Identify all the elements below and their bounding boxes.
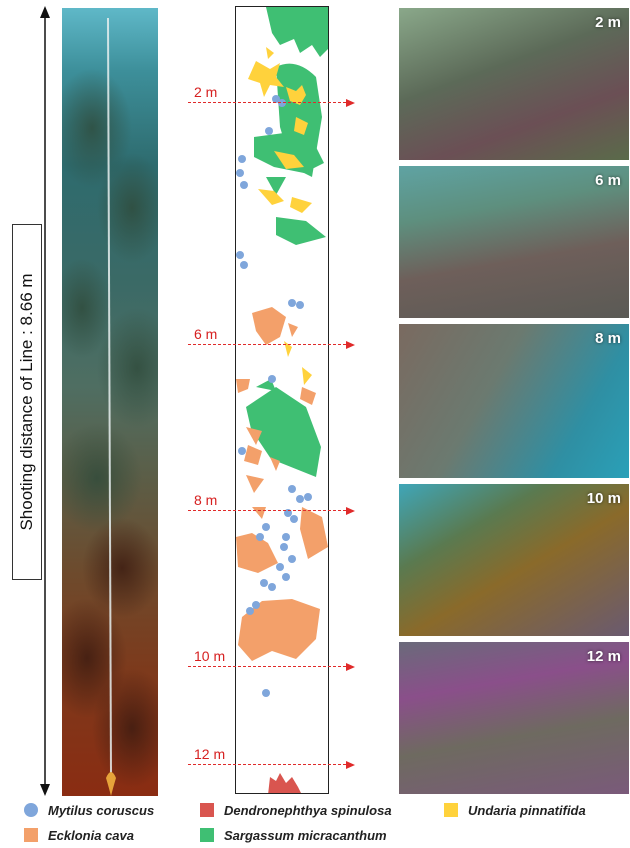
- scale-label-box: [12, 224, 42, 580]
- depth-arrow-icon: [346, 760, 355, 769]
- depth-label: 10 m: [194, 648, 226, 664]
- depth-photo: 10 m: [399, 484, 629, 636]
- legend-square-icon: [444, 803, 458, 817]
- mytilus-dots: [236, 95, 312, 697]
- legend-square-icon: [200, 828, 214, 842]
- depth-arrow-icon: [346, 506, 355, 515]
- legend-label: Ecklonia cava: [48, 827, 134, 843]
- scale-bar-arrow: [40, 6, 50, 796]
- depth-arrow-icon: [346, 98, 355, 107]
- depth-dashed-line: [188, 102, 346, 103]
- depth-photo: 6 m: [399, 166, 629, 318]
- legend-square-icon: [24, 828, 38, 842]
- schematic-drawing: [236, 7, 328, 793]
- legend-item: Undaria pinnatifida: [444, 800, 586, 820]
- depth-arrow-icon: [346, 340, 355, 349]
- transect-photo-strip: [62, 8, 158, 796]
- photo-depth-label: 12 m: [586, 648, 621, 665]
- scale-label-text: Shooting distance of Line : 8.66 m: [17, 273, 36, 531]
- legend-label: Sargassum micracanthum: [224, 827, 387, 843]
- depth-photo: 8 m: [399, 324, 629, 478]
- dendronephthya-patch: [268, 773, 301, 793]
- legend-label: Mytilus coruscus: [48, 802, 155, 818]
- depth-dashed-line: [188, 666, 346, 667]
- undaria-patches: [248, 47, 312, 385]
- legend-item: Mytilus coruscus: [24, 800, 154, 820]
- depth-label: 12 m: [194, 746, 226, 762]
- ecklonia-patches: [236, 307, 328, 661]
- photo-depth-label: 8 m: [595, 330, 621, 347]
- depth-photo: 12 m: [399, 642, 629, 794]
- transect-photo-texture: [62, 17, 158, 796]
- depth-dashed-line: [188, 764, 346, 765]
- depth-label: 6 m: [194, 326, 218, 342]
- depth-arrow-icon: [346, 662, 355, 671]
- depth-label: 2 m: [194, 84, 218, 100]
- legend-item: Sargassum micracanthum: [200, 825, 387, 845]
- depth-label: 8 m: [194, 492, 218, 508]
- legend-item: Ecklonia cava: [24, 825, 134, 845]
- depth-dashed-line: [188, 510, 346, 511]
- legend-label: Dendronephthya spinulosa: [224, 802, 392, 818]
- photo-depth-label: 6 m: [595, 172, 621, 189]
- photo-depth-label: 2 m: [595, 14, 621, 31]
- legend-item: Dendronephthya spinulosa: [200, 800, 392, 820]
- transect-schematic: [235, 6, 329, 794]
- legend-square-icon: [200, 803, 214, 817]
- depth-dashed-line: [188, 344, 346, 345]
- legend-circle-icon: [24, 803, 38, 817]
- depth-photo: 2 m: [399, 8, 629, 160]
- legend-label: Undaria pinnatifida: [468, 802, 586, 818]
- photo-depth-label: 10 m: [586, 490, 621, 507]
